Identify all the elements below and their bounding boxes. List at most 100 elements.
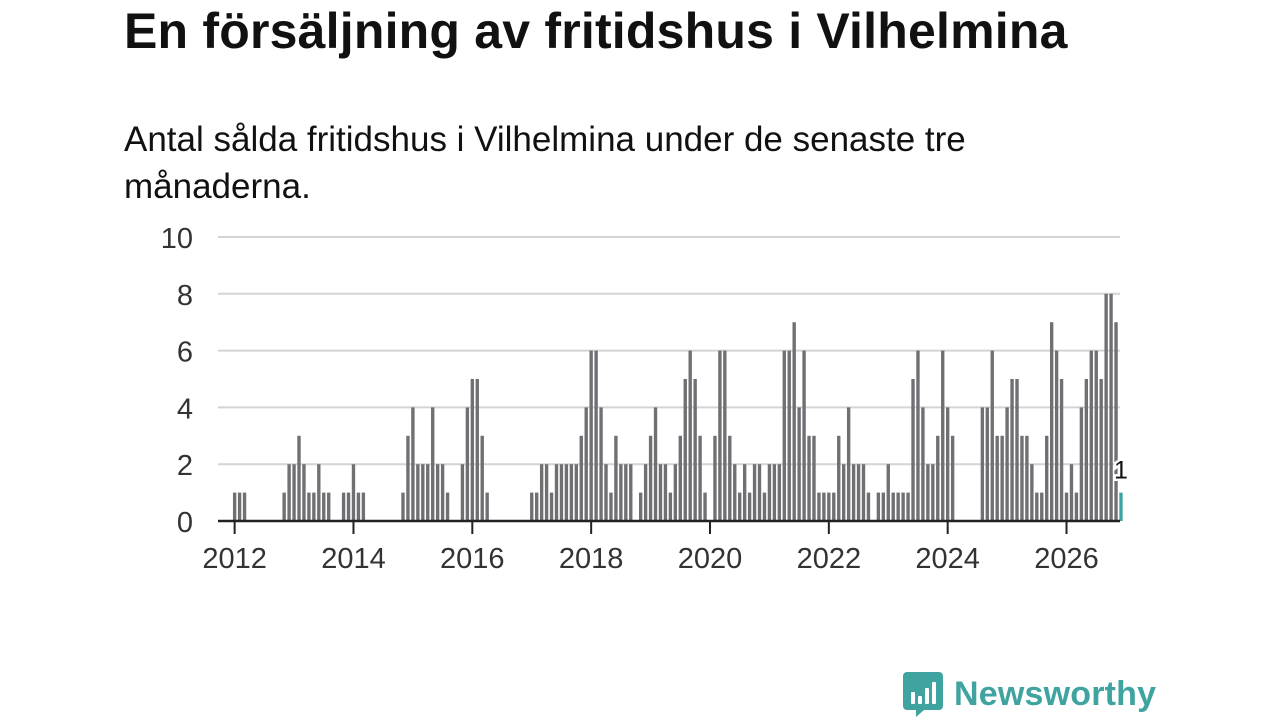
bar [906, 492, 910, 521]
bar [426, 464, 430, 521]
bar [624, 464, 628, 521]
bar [1045, 435, 1049, 521]
bar [485, 492, 489, 521]
bar [1000, 435, 1004, 521]
bar [822, 492, 826, 521]
bar [782, 350, 786, 521]
bar [307, 492, 311, 521]
bar [1094, 350, 1098, 521]
bar [950, 435, 955, 521]
bar [530, 492, 534, 521]
y-tick-label: 10 [161, 223, 193, 255]
bar [638, 492, 643, 521]
bar [292, 464, 296, 521]
bar [738, 492, 742, 521]
data-label: 1 [1114, 457, 1128, 485]
bar [851, 464, 856, 521]
bar [866, 492, 871, 521]
bar [653, 407, 658, 521]
bar [535, 492, 539, 521]
bar [767, 464, 772, 521]
bar [465, 407, 470, 521]
bar [579, 435, 583, 521]
x-tick-label: 2014 [321, 543, 386, 575]
bar [837, 435, 841, 521]
bar [287, 464, 291, 521]
x-tick-label: 2024 [915, 543, 980, 575]
bar [812, 435, 816, 521]
bar [544, 464, 549, 521]
bar [232, 492, 237, 521]
bar [629, 464, 633, 521]
bar [945, 407, 950, 521]
bar [876, 492, 881, 521]
bar [742, 464, 747, 521]
bar [341, 492, 346, 521]
brand-name: Newsworthy [954, 674, 1157, 713]
bar [589, 350, 593, 521]
chart-title: En försäljning av fritidshus i Vilhelmin… [124, 3, 1068, 59]
bar [747, 492, 752, 521]
bar [584, 407, 588, 521]
bar [668, 492, 673, 521]
bar [554, 464, 559, 521]
x-tick-label: 2012 [202, 543, 267, 575]
bar [787, 350, 791, 521]
bar [1074, 492, 1079, 521]
bar [698, 435, 702, 521]
bar [842, 464, 846, 521]
bar [549, 492, 554, 521]
bar [827, 492, 831, 521]
bar [237, 492, 242, 521]
y-tick-label: 8 [177, 280, 193, 312]
bar [297, 435, 301, 521]
bar [648, 435, 653, 521]
bar [995, 435, 999, 521]
y-tick-label: 2 [177, 450, 193, 482]
bar [1030, 464, 1034, 521]
bar [1084, 379, 1089, 521]
bar [282, 492, 286, 521]
bar [772, 464, 777, 521]
x-tick-label: 2026 [1034, 543, 1099, 575]
bar [411, 407, 415, 521]
bar [1015, 379, 1019, 521]
y-tick-label: 4 [177, 393, 193, 425]
bar [1025, 435, 1029, 521]
bar [1010, 379, 1014, 521]
bar [901, 492, 905, 521]
bar [941, 350, 945, 521]
bar [1054, 350, 1059, 521]
bar [718, 350, 722, 521]
newsworthy-brand[interactable]: Newsworthy [902, 670, 1156, 718]
bar [539, 464, 544, 521]
bar [733, 464, 737, 521]
bar [1109, 293, 1113, 521]
bar [777, 464, 782, 521]
bar [1104, 293, 1108, 521]
bar [797, 407, 801, 521]
bar [926, 464, 930, 521]
bar [470, 379, 475, 521]
bar [896, 492, 900, 521]
bar [703, 492, 707, 521]
bar [723, 350, 727, 521]
x-tick-label: 2022 [797, 543, 862, 575]
bar [688, 350, 692, 521]
bar [302, 464, 306, 521]
bar [1049, 322, 1054, 521]
y-tick-label: 6 [177, 337, 193, 369]
bar [619, 464, 623, 521]
bar [1005, 407, 1009, 521]
bar [564, 464, 569, 521]
bar [931, 464, 935, 521]
bar [604, 464, 608, 521]
bar [416, 464, 420, 521]
bar [317, 464, 321, 521]
bar [713, 435, 717, 521]
bar [445, 492, 450, 521]
x-tick-label: 2020 [678, 543, 743, 575]
bar [569, 464, 574, 521]
bar [351, 464, 356, 521]
